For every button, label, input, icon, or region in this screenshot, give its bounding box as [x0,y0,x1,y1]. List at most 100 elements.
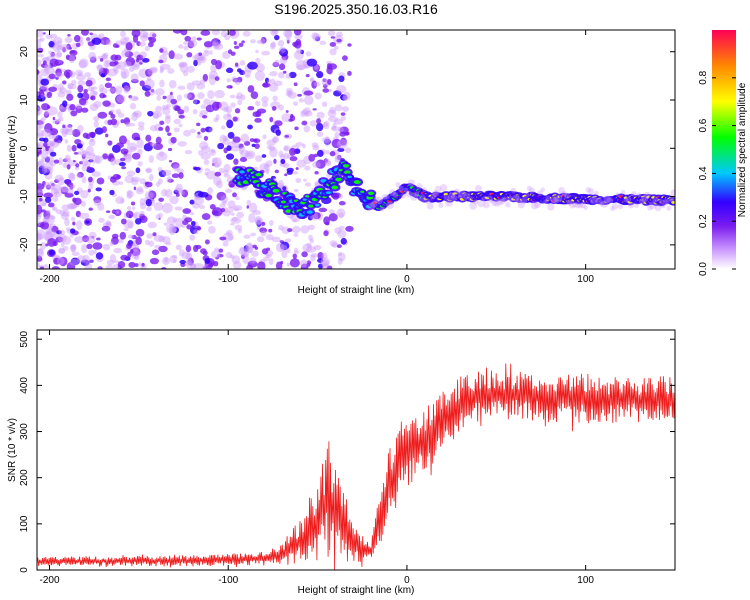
spectrogram-noise-blob [207,90,215,99]
spectrogram-noise-blob [133,112,139,117]
spectrogram-noise-blob [259,38,266,45]
spectrogram-noise-blob [89,103,99,112]
spectrogram-noise-blob [232,261,242,269]
spectrogram-noise-blob [145,68,153,77]
spectrogram-noise-blob [247,124,253,130]
spectrogram-halo [599,201,605,207]
spectrogram-noise-blob [197,61,202,66]
spectrogram-noise-blob [51,266,60,269]
spectrogram-noise-blob [239,60,246,66]
colorbar-gradient [712,30,736,269]
spectrogram-noise-blob [132,212,138,219]
spectrogram-noise-blob [120,198,125,204]
spectrogram-noise-blob [326,265,333,269]
spectrogram-noise-blob [116,174,122,180]
spectrogram-noise-blob [54,179,60,184]
spectrogram-noise-blob [49,58,59,67]
spectrogram-noise-blob [115,196,125,204]
spectrogram-noise-blob [78,212,90,220]
spectrogram-noise-blob [105,264,113,269]
spectrogram-noise-blob [47,140,55,146]
spectrogram-noise-blob [151,249,160,256]
spectrogram-noise-blob [39,266,44,269]
spectrogram-noise-blob [252,244,257,249]
spectrogram-noise-blob [119,181,124,185]
spectrogram-halo [529,187,536,194]
spectrogram-noise-blob [169,255,178,263]
spectrogram-noise-blob [40,150,49,160]
spectrogram-noise-blob [324,158,331,165]
spectrogram-noise-blob [340,112,346,116]
spectrogram-noise-blob [247,85,255,93]
spectrogram-noise-blob [41,116,47,121]
spectrogram-noise-blob [44,156,51,163]
spectrogram-noise-blob [76,255,86,263]
spectrogram-noise-blob [162,106,171,116]
spectrogram-noise-blob [269,116,274,123]
spectrogram-noise-blob [86,243,93,250]
spectrogram-noise-blob [232,136,241,143]
spectrogram-noise-blob [130,201,136,206]
spectrogram-noise-blob [303,178,307,182]
spectrogram-halo [647,204,653,211]
spectrogram-frame [36,29,676,270]
spectrogram-noise-blob [273,80,283,87]
spectrogram-halo [462,196,468,202]
spectrogram-noise-blob [307,215,313,221]
spectrogram-noise-blob [235,62,239,67]
spectrogram-halo [422,187,428,192]
spectrogram-noise-blob [227,131,235,139]
spectrogram-noise-blob [152,112,160,120]
spectrogram-noise-blob [137,121,145,128]
spectrogram-noise-blob [182,70,189,77]
spectrogram-noise-blob [135,167,141,174]
spectrogram-noise-blob [284,30,293,39]
spectrogram-noise-blob [37,105,41,112]
spectrogram-noise-blob [312,144,320,151]
spectrogram-noise-blob [212,157,222,168]
spectrogram-noise-blob [130,78,139,84]
spectrogram-noise-blob [325,160,332,167]
spectrogram-noise-blob [255,155,263,162]
spectrogram-noise-blob [213,162,221,168]
spectrogram-noise-blob [310,254,316,262]
spectrogram-noise-blob [294,126,299,131]
spectrogram-noise-blob [130,176,141,183]
spectrogram-noise-blob [125,57,136,66]
spectrogram-noise-blob [312,33,321,42]
spectrogram-noise-blob [282,186,287,191]
spectrogram-noise-blob [82,254,90,264]
spectrogram-noise-blob [199,204,205,210]
spectrogram-noise-blob [113,60,119,66]
spectrogram-noise-blob [138,61,143,65]
spectrogram-noise-blob [180,224,186,228]
spectrogram-noise-blob [55,68,62,77]
spectrogram-noise-blob [40,242,47,250]
spectrogram-noise-blob [204,171,209,176]
spectrogram-halo [438,202,444,209]
spectrogram-noise-blob [340,137,347,146]
spectrogram-noise-blob [203,50,210,57]
spectrogram-noise-blob [201,213,211,221]
spectrogram-noise-blob [53,257,61,265]
spectrogram-noise-blob [147,110,154,117]
spectrogram-halo [661,204,666,209]
spectrogram-noise-blob [52,43,62,52]
spectrogram-halo [451,194,458,202]
spectrogram-noise-blob [92,86,98,90]
spectrogram-noise-blob [221,125,226,130]
spectrogram-noise-blob [261,50,271,56]
spectrogram-noise-blob [159,48,164,53]
spectrogram-noise-blob [216,180,223,189]
spectrogram-noise-blob [234,78,241,86]
spectrogram-noise-blob [315,159,326,169]
spectrogram-noise-blob [106,221,112,228]
spectrogram-signal-core [265,193,272,198]
spectrogram-noise-blob [191,80,202,86]
spectrogram-halo [395,181,401,188]
spectrogram-noise-blob [254,117,262,123]
spectrogram-noise-blob [85,79,93,87]
spectrogram-halo [515,197,522,204]
spectrogram-noise-blob [213,117,219,123]
spectrogram-noise-blob [272,95,278,102]
